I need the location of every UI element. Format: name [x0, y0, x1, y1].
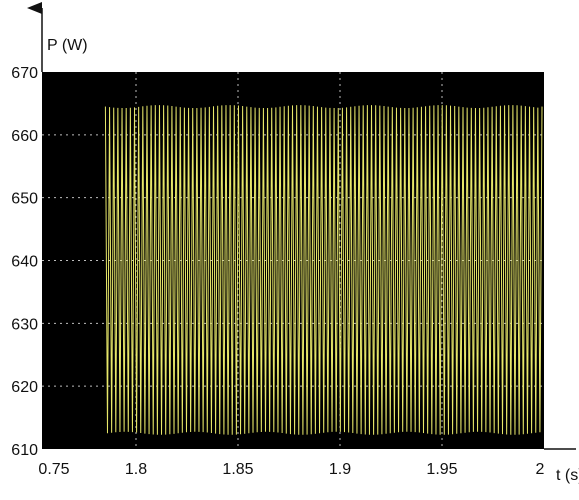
- x-tick-label: 1.85: [222, 461, 253, 478]
- y-tick-label: 670: [11, 65, 38, 82]
- y-tick-label: 630: [11, 316, 38, 333]
- x-tick-label: 1.95: [426, 461, 457, 478]
- y-axis-label: P (W): [47, 37, 88, 54]
- x-tick-label: 1.9: [329, 461, 351, 478]
- y-tick-label: 620: [11, 379, 38, 396]
- x-tick-label: 2: [536, 461, 545, 478]
- x-tick-labels: 0.75 1.8 1.85 1.9 1.95 2: [38, 461, 544, 478]
- x-tick-label: 0.75: [38, 461, 69, 478]
- y-tick-label: 660: [11, 128, 38, 145]
- x-tick-label: 1.8: [125, 461, 147, 478]
- y-tick-label: 610: [11, 442, 38, 459]
- power-signal-line: [104, 105, 543, 435]
- y-tick-label: 650: [11, 191, 38, 208]
- y-tick-labels: 610 620 630 640 650 660 670: [11, 65, 38, 459]
- y-tick-label: 640: [11, 254, 38, 271]
- x-axis-label: t (s): [556, 467, 579, 484]
